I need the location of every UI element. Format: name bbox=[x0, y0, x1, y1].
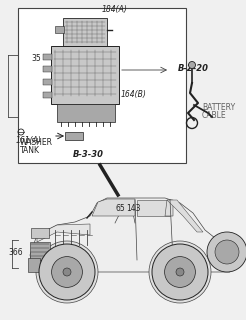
Bar bbox=[43, 79, 52, 85]
Text: TANK: TANK bbox=[20, 146, 40, 155]
Circle shape bbox=[165, 257, 195, 287]
Polygon shape bbox=[137, 200, 170, 216]
Polygon shape bbox=[30, 198, 230, 272]
Polygon shape bbox=[65, 132, 83, 140]
Circle shape bbox=[36, 241, 98, 303]
Polygon shape bbox=[37, 224, 90, 242]
Text: CABLE: CABLE bbox=[202, 110, 227, 119]
Circle shape bbox=[149, 241, 211, 303]
Circle shape bbox=[188, 61, 196, 68]
Bar bbox=[55, 26, 64, 33]
Circle shape bbox=[152, 244, 208, 300]
Text: B-3-30: B-3-30 bbox=[73, 150, 104, 159]
Text: 161(A): 161(A) bbox=[16, 135, 42, 145]
Circle shape bbox=[215, 240, 239, 264]
Bar bbox=[31, 228, 49, 238]
Circle shape bbox=[63, 268, 71, 276]
Polygon shape bbox=[92, 199, 135, 216]
Circle shape bbox=[207, 232, 246, 272]
Bar bbox=[43, 92, 52, 98]
Polygon shape bbox=[165, 200, 173, 216]
Text: 184(A): 184(A) bbox=[102, 5, 128, 14]
Text: 65: 65 bbox=[115, 204, 125, 212]
Bar bbox=[57, 104, 115, 122]
Bar bbox=[28, 258, 40, 272]
Text: WASHER: WASHER bbox=[20, 138, 53, 147]
Bar bbox=[18, 8, 186, 163]
Text: 366: 366 bbox=[8, 247, 23, 257]
Text: BATTERY: BATTERY bbox=[202, 102, 235, 111]
Circle shape bbox=[52, 257, 82, 287]
Text: 143: 143 bbox=[126, 204, 140, 212]
Circle shape bbox=[39, 244, 95, 300]
Bar bbox=[63, 18, 107, 46]
Bar bbox=[30, 242, 50, 260]
Text: B-2-20: B-2-20 bbox=[178, 63, 209, 73]
Bar bbox=[51, 46, 119, 104]
Text: 164(B): 164(B) bbox=[121, 90, 147, 99]
Circle shape bbox=[176, 268, 184, 276]
Polygon shape bbox=[167, 200, 203, 232]
Bar bbox=[43, 54, 52, 60]
Bar bbox=[43, 66, 52, 72]
Text: 35: 35 bbox=[31, 53, 41, 62]
